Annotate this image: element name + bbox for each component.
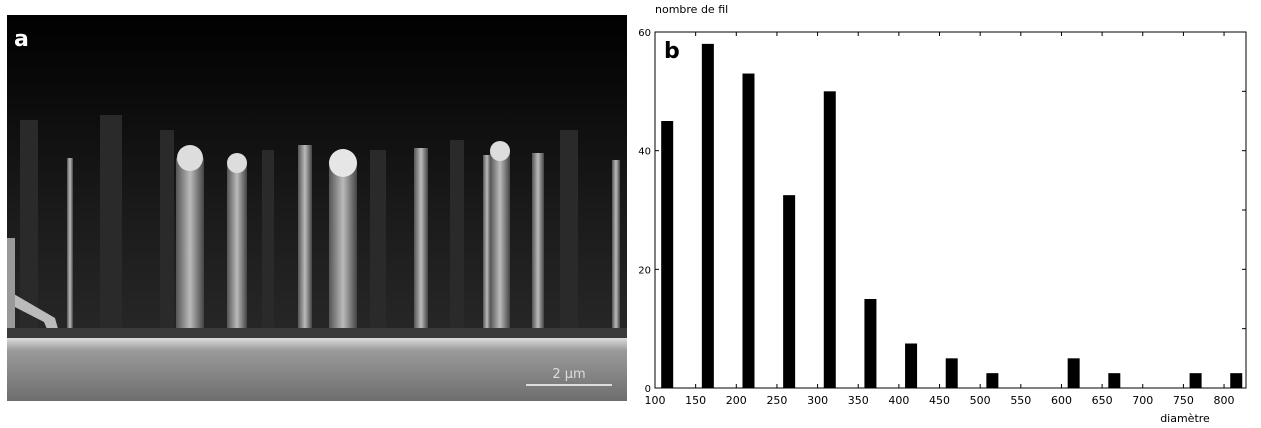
bar <box>661 121 674 388</box>
sem-image: 2 µm a <box>7 15 627 401</box>
x-tick-label: 600 <box>1051 394 1072 407</box>
bar <box>1108 373 1121 388</box>
x-tick-label: 200 <box>726 394 747 407</box>
x-tick-label: 700 <box>1132 394 1153 407</box>
y-tick-label: 60 <box>638 28 651 39</box>
bar <box>945 358 958 388</box>
x-tick-label: 400 <box>888 394 909 407</box>
x-tick-label: 650 <box>1092 394 1113 407</box>
x-tick-label: 800 <box>1214 394 1235 407</box>
bar <box>986 373 999 388</box>
y-axis-label: nombre de fil <box>655 3 728 16</box>
x-axis-label: diamètre <box>1160 412 1210 425</box>
x-tick-label: 100 <box>645 394 666 407</box>
bar <box>783 195 796 388</box>
bar <box>742 73 755 389</box>
x-tick-label: 450 <box>929 394 950 407</box>
bar <box>905 343 918 388</box>
y-tick-label: 40 <box>638 147 651 158</box>
bar <box>1189 373 1202 388</box>
scale-bar-label: 2 µm <box>552 367 585 382</box>
bar <box>864 299 877 388</box>
x-tick-label: 550 <box>1010 394 1031 407</box>
x-tick-label: 150 <box>685 394 706 407</box>
x-tick-label: 750 <box>1173 394 1194 407</box>
x-tick-label: 300 <box>807 394 828 407</box>
bar <box>701 43 714 388</box>
y-tick-label: 20 <box>638 265 651 276</box>
panel-label: b <box>664 39 680 64</box>
x-tick-label: 350 <box>848 394 869 407</box>
y-tick-label: 0 <box>645 384 651 395</box>
panel-label: a <box>14 27 29 52</box>
bar <box>823 91 836 388</box>
x-tick-label: 250 <box>766 394 787 407</box>
bar <box>1230 373 1243 388</box>
bar <box>1067 358 1080 388</box>
x-tick-label: 500 <box>970 394 991 407</box>
